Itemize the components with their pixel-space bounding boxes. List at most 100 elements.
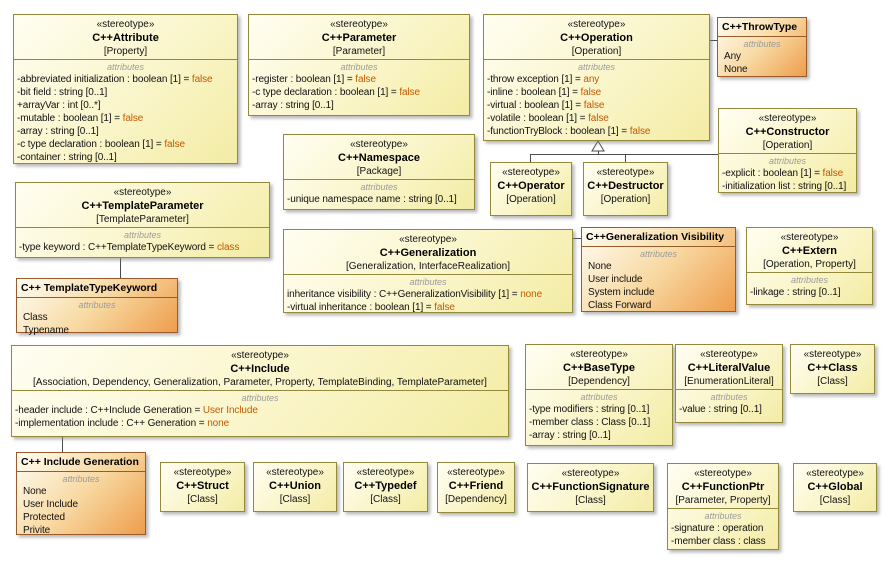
enum-literal: User Include — [23, 499, 78, 510]
class-box-cpp-attribute[interactable]: «stereotype» C++Attribute [Property] attrib… — [13, 14, 238, 164]
connector-generalization-to-visibility[interactable] — [573, 237, 581, 239]
connector-operation-generalization-tree[interactable] — [529, 154, 531, 162]
attribute-text: -unique namespace name : string [0..1] — [287, 194, 457, 205]
class-box-cpp-functionsignature[interactable]: «stereotype» C++FunctionSignature [Class] — [527, 463, 654, 512]
class-box-cpp-operation[interactable]: «stereotype» C++Operation [Operation] attri… — [483, 14, 710, 141]
box-header: C++ThrowType — [718, 18, 806, 36]
stereotype-label: «stereotype» — [694, 468, 752, 479]
attribute-line: -member class : class — [668, 535, 778, 548]
enum-literal: None — [23, 486, 47, 497]
class-name: C++Operation — [560, 32, 633, 44]
connector-include-to-includegeneration[interactable] — [61, 437, 63, 452]
attributes-compartment-label: attributes — [639, 249, 678, 259]
metaclass-label: [Dependency] — [445, 494, 507, 505]
class-box-cpp-struct[interactable]: «stereotype» C++Struct [Class] — [160, 462, 245, 512]
generalization-arrowhead-icon — [591, 140, 605, 152]
attributes-compartment: attributes -value : string [0..1] — [676, 389, 782, 418]
enum-name: C++ TemplateTypeKeyword — [21, 282, 158, 294]
stereotype-label: «stereotype» — [806, 468, 864, 479]
attributes-compartment: attributes -register : boolean [1] = fals… — [249, 59, 469, 114]
class-box-cpp-friend[interactable]: «stereotype» C++Friend [Dependency] — [437, 462, 515, 513]
enum-literal: Class Forward — [588, 300, 652, 311]
metaclass-label: [Package] — [356, 166, 402, 177]
attributes-compartment: attributes Class Typename — [17, 297, 177, 339]
class-box-cpp-constructor[interactable]: «stereotype» C++Constructor [Operation] att… — [718, 108, 857, 193]
class-box-cpp-generalization[interactable]: «stereotype» C++Generalization [Generaliza… — [283, 229, 573, 313]
attributes-compartment: attributes -throw exception [1] = any -inl… — [484, 59, 709, 140]
box-header: «stereotype» C++BaseType [Dependency] — [526, 345, 672, 389]
attribute-text: -member class : Class [0..1] — [529, 417, 651, 428]
class-name: C++FunctionSignature — [531, 481, 650, 493]
attribute-line: -virtual inheritance : boolean [1] = fal… — [284, 301, 572, 314]
attribute-line: -mutable : boolean [1] = false — [14, 112, 237, 125]
attributes-compartment: attributes -explicit : boolean [1] = fals… — [719, 153, 856, 195]
class-box-cpp-operator[interactable]: «stereotype» C++Operator [Operation] — [490, 162, 572, 216]
stereotype-label: «stereotype» — [447, 467, 505, 478]
connector-operation-generalization-tree[interactable] — [624, 154, 626, 162]
attribute-line: +arrayVar : int [0..*] — [14, 99, 237, 112]
attribute-line: -abbreviated initialization : boolean [1… — [14, 73, 237, 86]
attribute-default-value: false — [399, 87, 420, 98]
class-name: C++Friend — [448, 480, 504, 492]
class-box-cpp-basetype[interactable]: «stereotype» C++BaseType [Dependency] attri… — [525, 344, 673, 446]
attribute-text: -linkage : string [0..1] — [750, 287, 841, 298]
enum-name: C++Generalization Visibility — [586, 231, 725, 243]
class-box-cpp-include[interactable]: «stereotype» C++Include [Association, Depe… — [11, 345, 509, 437]
enum-box-cpp-templatetypekeyword[interactable]: C++ TemplateTypeKeyword attributes Class Ty… — [16, 278, 178, 336]
class-box-cpp-typedef[interactable]: «stereotype» C++Typedef [Class] — [343, 462, 428, 512]
class-box-cpp-destructor[interactable]: «stereotype» C++Destructor [Operation] — [583, 162, 668, 216]
enum-literal: Privite — [23, 525, 51, 536]
metaclass-label: [Property] — [103, 46, 148, 57]
attribute-text: -explicit : boolean [1] = — [722, 168, 823, 179]
class-box-cpp-global[interactable]: «stereotype» C++Global [Class] — [793, 463, 877, 512]
attributes-compartment-label: attributes — [768, 156, 807, 166]
class-name: C++Include — [230, 363, 290, 375]
attribute-text: -type modifiers : string [0..1] — [529, 404, 650, 415]
class-box-cpp-union[interactable]: «stereotype» C++Union [Class] — [253, 462, 337, 512]
class-name: C++TemplateParameter — [81, 200, 204, 212]
class-box-cpp-template-parameter[interactable]: «stereotype» C++TemplateParameter [Templat… — [15, 182, 270, 258]
enum-box-cpp-throwtype[interactable]: C++ThrowType attributes Any None — [717, 17, 807, 77]
connector-operation-generalization-tree[interactable] — [597, 151, 599, 154]
attribute-text: -implementation include : C++ Generation… — [15, 418, 208, 429]
attribute-text: -register : boolean [1] = — [252, 74, 356, 85]
stereotype-label: «stereotype» — [350, 139, 408, 150]
enum-literal: System include — [588, 287, 655, 298]
class-box-cpp-class[interactable]: «stereotype» C++Class [Class] — [790, 344, 875, 394]
box-header: «stereotype» C++Global [Class] — [794, 464, 876, 508]
connector-operation-generalization-tree[interactable] — [530, 153, 718, 155]
stereotype-label: «stereotype» — [113, 187, 172, 198]
connector-operation-to-throwtype[interactable] — [710, 39, 717, 41]
attribute-text: -functionTryBlock : boolean [1] = — [487, 126, 630, 137]
metaclass-label: [Association, Dependency, Generalization… — [33, 377, 487, 388]
enum-literal: User include — [588, 274, 643, 285]
stereotype-label: «stereotype» — [502, 167, 560, 178]
metaclass-label: [Operation] — [571, 46, 622, 57]
stereotype-label: «stereotype» — [173, 467, 232, 478]
class-box-cpp-literalvalue[interactable]: «stereotype» C++LiteralValue [EnumerationL… — [675, 344, 783, 423]
metaclass-label: [Operation] — [506, 194, 556, 205]
class-box-cpp-extern[interactable]: «stereotype» C++Extern [Operation, Propert… — [746, 227, 873, 305]
attribute-line: inheritance visibility : C++Generalizati… — [284, 288, 572, 301]
attribute-line: -implementation include : C++ Generation… — [12, 417, 508, 430]
metaclass-label: [Operation] — [762, 140, 813, 151]
class-box-cpp-namespace[interactable]: «stereotype» C++Namespace [Package] attribu… — [283, 134, 475, 210]
attributes-compartment: attributes None User Include Protected Privi… — [17, 471, 145, 539]
box-header: «stereotype» C++FunctionSignature [Class] — [528, 464, 653, 508]
enum-box-cpp-generalization-visibility[interactable]: C++Generalization Visibility attributes No… — [581, 227, 736, 312]
enum-literal: None — [724, 64, 748, 75]
class-box-cpp-parameter[interactable]: «stereotype» C++Parameter [Parameter] attri… — [248, 14, 470, 116]
attribute-default-value: false — [122, 113, 144, 124]
class-name: C++Global — [807, 481, 863, 493]
connector-templateparameter-to-templatetypekeyword[interactable] — [119, 258, 121, 278]
class-box-cpp-functionptr[interactable]: «stereotype» C++FunctionPtr [Parameter, Pr… — [667, 463, 779, 550]
enum-box-cpp-include-generation[interactable]: C++ Include Generation attributes None User… — [16, 452, 146, 536]
attribute-text: -array : string [0..1] — [17, 126, 99, 137]
class-name: C++Union — [269, 480, 321, 492]
box-header: «stereotype» C++Operation [Operation] — [484, 15, 709, 59]
attribute-default-value: false — [583, 100, 605, 111]
attribute-text: -volatile : boolean [1] = — [487, 113, 589, 124]
attribute-line: -linkage : string [0..1] — [747, 286, 872, 299]
attributes-compartment: attributes -signature : operation -member … — [668, 508, 778, 550]
stereotype-label: «stereotype» — [561, 468, 620, 479]
